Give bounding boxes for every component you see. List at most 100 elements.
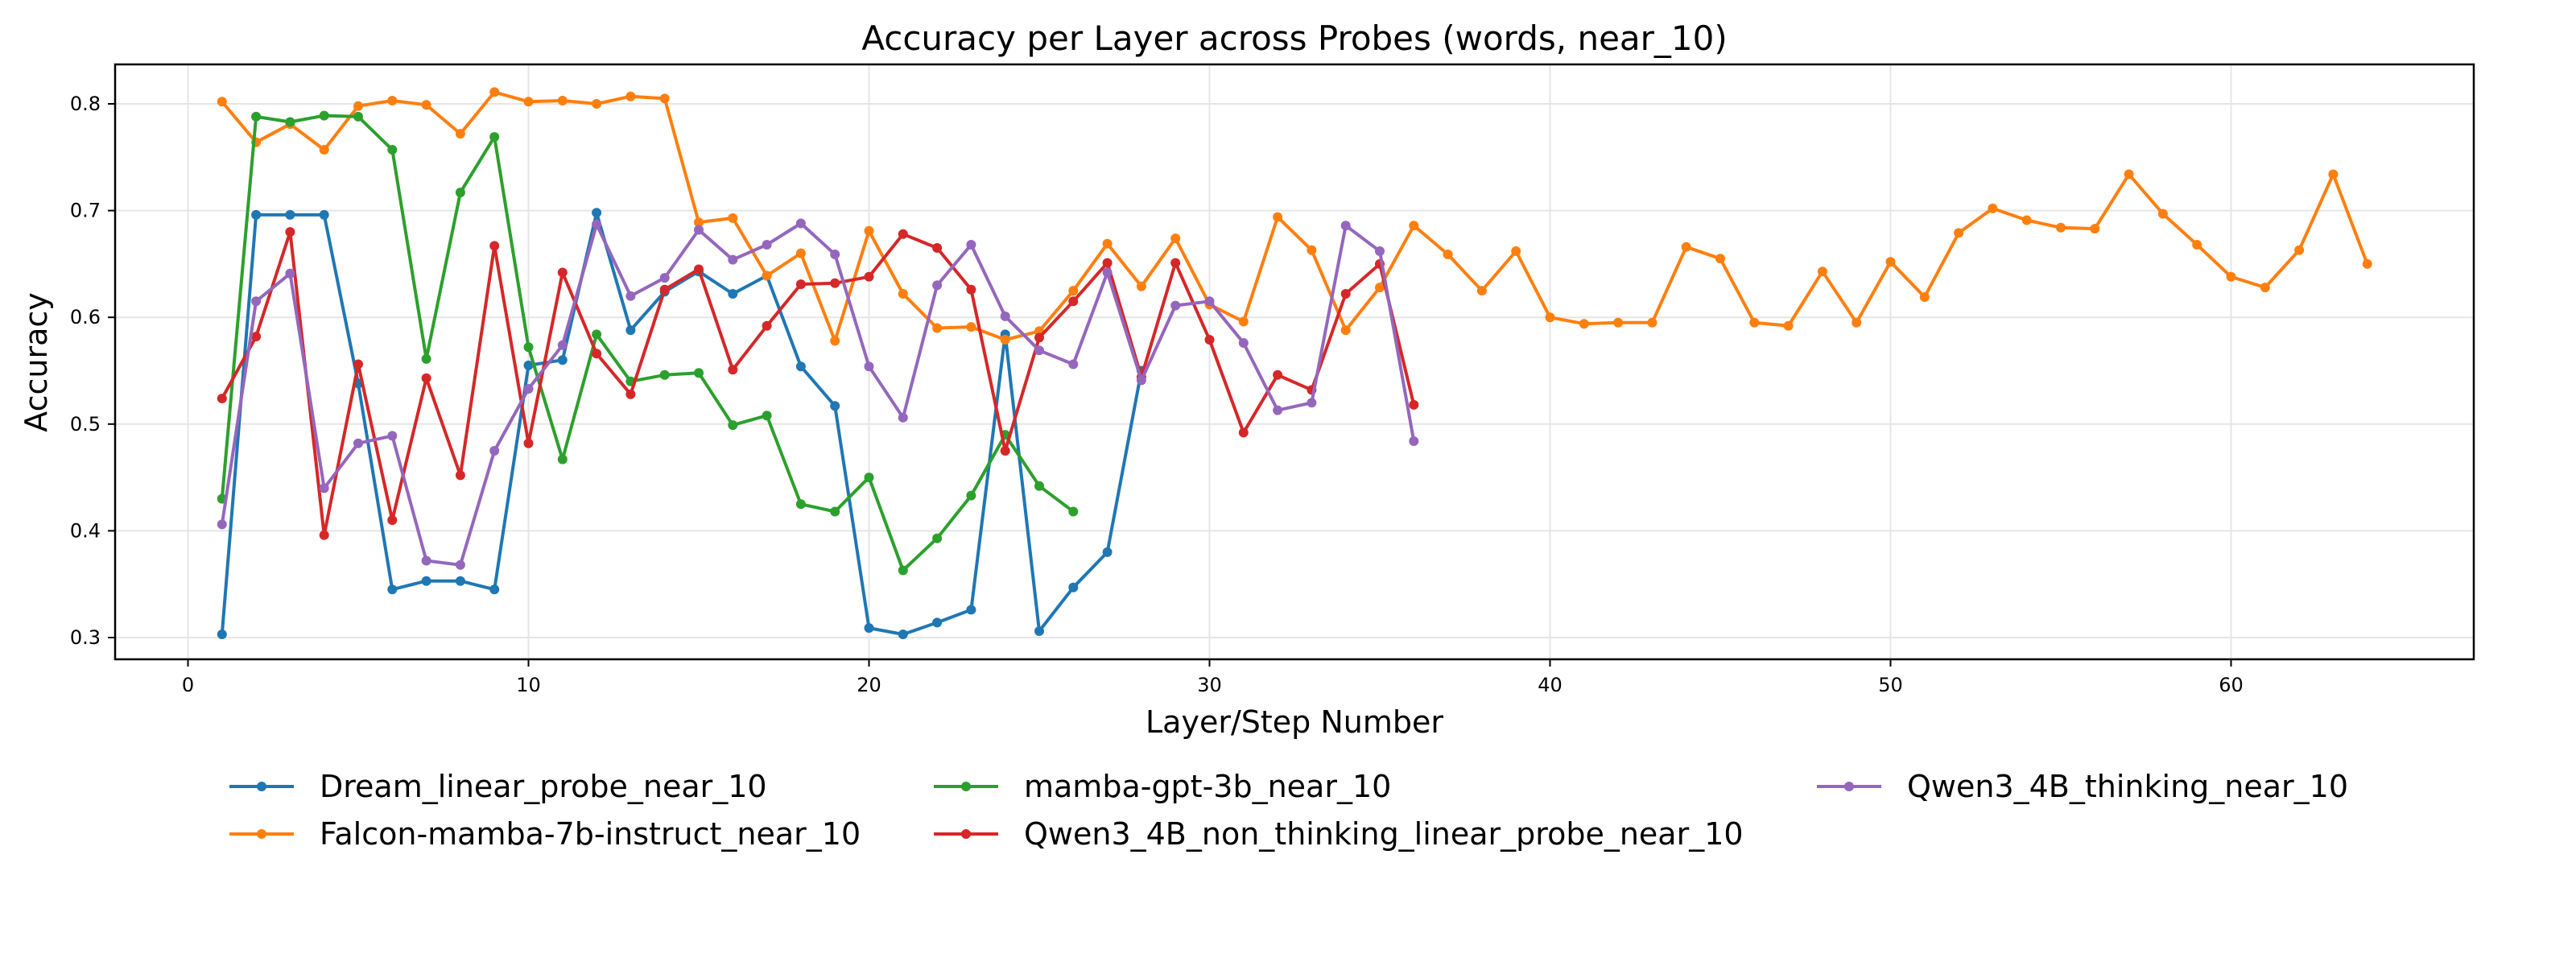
data-point-marker: [1273, 405, 1283, 415]
data-point-marker: [694, 368, 704, 378]
data-point-marker: [387, 584, 398, 595]
x-tick-label: 40: [1538, 674, 1563, 696]
data-point-marker: [1579, 319, 1589, 329]
data-point-marker: [217, 519, 227, 530]
data-point-marker: [2157, 208, 2168, 219]
data-point-marker: [421, 576, 431, 586]
data-point-marker: [1340, 221, 1351, 231]
data-point-marker: [557, 96, 568, 105]
data-point-marker: [489, 584, 500, 595]
x-axis-label: Layer/Step Number: [1146, 704, 1443, 740]
series-line: [221, 90, 2369, 343]
data-point-marker: [625, 325, 636, 336]
data-point-marker: [2328, 169, 2339, 180]
data-point-marker: [217, 630, 227, 639]
data-point-marker: [864, 271, 874, 282]
data-point-marker: [1852, 317, 1862, 328]
y-axis-ticks: 0.3 0.4 0.5 0.6 0.7 0.8: [70, 93, 115, 649]
data-point-marker: [1170, 300, 1181, 311]
data-point-marker: [728, 213, 738, 223]
data-point-marker: [489, 241, 500, 251]
data-point-marker: [1068, 359, 1079, 369]
data-point-marker: [1068, 506, 1079, 517]
data-point-marker: [1988, 203, 1998, 213]
data-point-marker: [1443, 250, 1453, 259]
series-line: [220, 211, 1143, 636]
data-point-marker: [251, 332, 262, 342]
data-point-marker: [966, 490, 976, 501]
legend-label: mamba-gpt-3b_near_10: [1024, 769, 1391, 804]
legend-entry: Qwen3_4B_non_thinking_linear_probe_near_…: [934, 816, 1744, 852]
data-point-marker: [898, 229, 908, 239]
data-point-marker: [319, 530, 329, 540]
data-point-marker: [421, 555, 431, 566]
data-point-marker: [489, 87, 500, 97]
legend-marker-icon: [961, 829, 971, 839]
data-point-marker: [659, 284, 670, 295]
data-point-marker: [353, 438, 363, 448]
data-point-marker: [795, 361, 806, 372]
data-point-marker: [728, 254, 738, 265]
data-point-marker: [1204, 335, 1215, 345]
data-point-marker: [489, 132, 500, 142]
data-point-marker: [1749, 317, 1760, 328]
data-point-marker: [285, 117, 295, 127]
series-Qwen3_4B_thinking_near_10: [217, 218, 1419, 570]
plot-frame: [114, 63, 2475, 661]
data-point-marker: [2192, 240, 2202, 250]
data-point-marker: [2021, 215, 2032, 225]
data-point-marker: [1000, 335, 1010, 345]
data-point-marker: [251, 209, 262, 220]
data-point-marker: [1102, 547, 1113, 557]
data-point-marker: [1273, 212, 1283, 222]
data-point-marker: [694, 264, 704, 275]
series-Falcon-mamba-7b-instruct_near_10: [217, 87, 2372, 346]
data-point-marker: [659, 273, 670, 283]
data-point-marker: [523, 384, 534, 394]
data-point-marker: [2090, 224, 2100, 234]
data-point-marker: [1715, 254, 1725, 264]
data-point-marker: [1409, 399, 1419, 410]
data-point-marker: [898, 412, 908, 423]
legend-label: Dream_linear_probe_near_10: [320, 769, 767, 804]
data-point-marker: [1102, 267, 1113, 278]
data-point-marker: [455, 470, 465, 481]
series-Qwen3_4B_non_thinking_linear_probe_near_10: [217, 227, 1419, 540]
x-tick-label: 50: [1878, 674, 1903, 696]
data-point-marker: [387, 145, 398, 155]
data-point-marker: [2124, 169, 2134, 180]
data-point-marker: [932, 280, 943, 291]
data-point-marker: [2056, 222, 2066, 233]
data-point-marker: [217, 394, 227, 403]
x-tick-label: 10: [516, 674, 541, 696]
data-point-marker: [1340, 289, 1351, 299]
data-point-marker: [1034, 332, 1044, 343]
data-point-marker: [421, 353, 431, 364]
data-point-marker: [1000, 311, 1010, 321]
legend-marker-icon: [1844, 782, 1854, 791]
data-point-marker: [625, 91, 636, 101]
data-point-marker: [728, 365, 738, 375]
data-point-marker: [1238, 316, 1249, 327]
data-point-marker: [523, 438, 534, 448]
legend-entry: Falcon-mamba-7b-instruct_near_10: [229, 816, 861, 852]
data-point-marker: [966, 284, 976, 295]
legend-marker-icon: [257, 782, 266, 791]
data-point-marker: [285, 227, 295, 237]
y-tick-label: 0.6: [70, 306, 101, 328]
data-point-marker: [694, 217, 704, 228]
data-point-marker: [1034, 626, 1044, 636]
data-point-marker: [1476, 286, 1487, 296]
data-point-marker: [864, 623, 874, 634]
legend-entry: Qwen3_4B_thinking_near_10: [1817, 769, 2348, 804]
data-point-marker: [1238, 427, 1249, 438]
legend-marker-icon: [961, 782, 971, 791]
data-point-marker: [1409, 436, 1419, 446]
legend-label: Qwen3_4B_thinking_near_10: [1907, 769, 2348, 804]
data-point-marker: [353, 111, 363, 122]
legend-label: Qwen3_4B_non_thinking_linear_probe_near_…: [1024, 816, 1744, 852]
legend-entry: Dream_linear_probe_near_10: [229, 769, 767, 804]
data-point-marker: [455, 576, 465, 586]
